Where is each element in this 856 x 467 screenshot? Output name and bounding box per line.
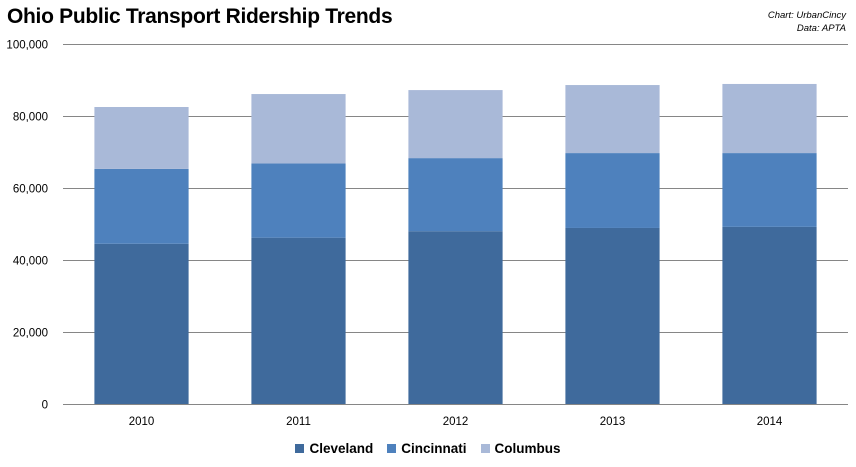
- y-tick-label: 80,000: [13, 112, 48, 124]
- x-tick-label: 2012: [443, 416, 469, 428]
- bar-cincinnati-2011: [251, 163, 346, 238]
- bar-cincinnati-2014: [722, 153, 817, 227]
- x-tick-label: 2014: [757, 416, 783, 428]
- bar-columbus-2012: [408, 90, 503, 159]
- y-tick-label: 40,000: [13, 256, 48, 268]
- bar-columbus-2014: [722, 83, 817, 154]
- bar-cleveland-2014: [722, 226, 817, 404]
- y-tick-label: 20,000: [13, 328, 48, 340]
- chart-credits: Chart: UrbanCincy Data: APTA: [768, 9, 846, 35]
- legend-swatch: [480, 444, 490, 453]
- bar-cincinnati-2012: [408, 158, 503, 232]
- legend-item-columbus: Columbus: [480, 441, 561, 456]
- y-tick-label: 60,000: [13, 184, 48, 196]
- bar-cleveland-2011: [251, 237, 346, 404]
- bar-cincinnati-2013: [565, 153, 660, 228]
- legend-label: Cincinnati: [401, 441, 467, 456]
- chart-title: Ohio Public Transport Ridership Trends: [7, 5, 393, 28]
- legend-label: Cleveland: [309, 441, 374, 456]
- legend-label: Columbus: [494, 441, 561, 456]
- legend-item-cleveland: Cleveland: [295, 441, 373, 456]
- y-tick-label: 0: [42, 400, 48, 412]
- x-tick-label: 2011: [286, 416, 311, 428]
- y-tick-label: 100,000: [6, 40, 48, 52]
- bar-cleveland-2012: [408, 231, 503, 404]
- credit-chart-line: Chart: UrbanCincy: [767, 10, 846, 21]
- bar-columbus-2011: [251, 94, 346, 164]
- bar-cleveland-2013: [565, 227, 660, 404]
- bar-columbus-2013: [565, 85, 660, 154]
- chart-legend: Cleveland Cincinnati Columbus: [0, 441, 856, 456]
- credit-data-line: Data: APTA: [796, 23, 846, 34]
- x-tick-label: 2013: [600, 416, 626, 428]
- x-tick-label: 2010: [129, 416, 155, 428]
- bar-cleveland-2010: [94, 243, 189, 404]
- bar-cincinnati-2010: [94, 168, 189, 244]
- bar-columbus-2010: [94, 107, 189, 169]
- legend-swatch: [387, 444, 397, 453]
- legend-item-cincinnati: Cincinnati: [387, 441, 467, 456]
- legend-swatch: [295, 444, 305, 453]
